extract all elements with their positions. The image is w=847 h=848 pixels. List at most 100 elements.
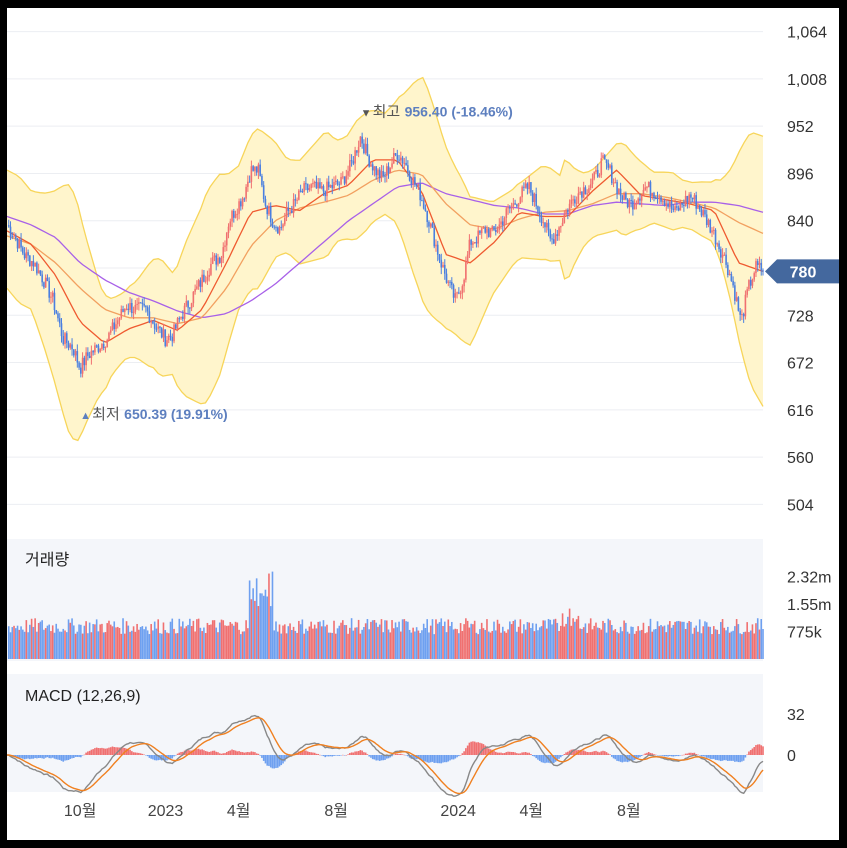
- time-tick-label: 8월: [617, 802, 641, 820]
- volume-bar: [660, 625, 662, 659]
- macd-histogram-bar: [424, 755, 427, 762]
- candle-body: [247, 181, 249, 187]
- candle-body: [414, 177, 416, 185]
- macd-histogram-bar: [334, 755, 337, 756]
- candle-body: [319, 182, 321, 189]
- macd-histogram-bar: [113, 747, 116, 755]
- volume-bar: [700, 633, 703, 659]
- macd-histogram-bar: [224, 753, 226, 755]
- volume-bar: [220, 619, 223, 659]
- volume-bar: [458, 633, 460, 659]
- candle-body: [412, 177, 414, 185]
- macd-histogram-bar: [603, 751, 606, 755]
- candle-body: [718, 243, 720, 250]
- volume-bar: [468, 627, 471, 659]
- volume-bar: [614, 629, 617, 659]
- candle-body: [679, 202, 682, 211]
- volume-bar: [44, 628, 47, 659]
- macd-histogram-bar: [679, 755, 682, 756]
- macd-histogram-bar: [677, 755, 680, 757]
- macd-histogram-bar: [247, 751, 249, 755]
- macd-histogram-bar: [32, 755, 35, 759]
- ma-long-line: [7, 182, 764, 319]
- candle-body: [354, 150, 356, 164]
- volume-bar: [22, 629, 24, 659]
- price-tick-label: 896: [787, 166, 814, 183]
- volume-bar: [656, 621, 659, 659]
- volume-bar: [737, 624, 740, 659]
- price-tick-label: 1,008: [787, 72, 827, 89]
- macd-histogram-bar: [41, 755, 43, 759]
- candle-body: [248, 181, 251, 183]
- candle-body: [461, 286, 464, 294]
- macd-histogram-bar: [380, 755, 383, 761]
- candle-body: [377, 169, 379, 176]
- macd-histogram-bar: [760, 745, 763, 755]
- candle-body: [676, 206, 678, 208]
- macd-histogram-bar: [501, 753, 504, 755]
- candle-body: [519, 197, 522, 204]
- macd-histogram-bar: [486, 746, 488, 755]
- volume-bar: [250, 599, 253, 659]
- macd-histogram-bar: [693, 752, 696, 755]
- candle-body: [145, 305, 147, 308]
- candle-body: [11, 236, 14, 238]
- candle-body: [567, 210, 569, 213]
- candle-body: [748, 280, 750, 290]
- candle-body: [626, 199, 629, 208]
- candle-body: [628, 199, 631, 208]
- volume-bar: [602, 620, 604, 659]
- candle-body: [487, 229, 490, 237]
- candle-body: [264, 198, 267, 206]
- macd-histogram-bar: [560, 755, 562, 758]
- volume-bar: [538, 627, 541, 659]
- candle-body: [25, 252, 28, 259]
- candle-body: [530, 182, 532, 193]
- candle-body: [254, 166, 256, 171]
- macd-histogram-bar: [208, 751, 210, 755]
- macd-histogram-bar: [755, 745, 757, 755]
- candle-body: [55, 310, 58, 314]
- volume-bar: [676, 621, 678, 659]
- time-axis: 10월 2023 4월 8월 2024 4월 8월: [64, 802, 641, 820]
- macd-histogram-bar: [632, 755, 634, 761]
- time-tick-label: 4월: [520, 802, 544, 820]
- candle-body: [742, 314, 745, 317]
- volume-bar: [315, 628, 318, 659]
- candle-body: [674, 206, 676, 210]
- volume-bar: [294, 630, 297, 659]
- candle-body: [614, 182, 617, 184]
- candle-body: [693, 195, 696, 200]
- macd-histogram-bar: [359, 750, 362, 755]
- bollinger-fill: [7, 77, 763, 441]
- macd-histogram-bar: [514, 752, 516, 755]
- candle-body: [705, 214, 708, 225]
- volume-bar: [182, 621, 184, 659]
- macd-histogram-bar: [458, 755, 460, 757]
- candle-body: [500, 221, 502, 225]
- candle-body: [544, 222, 546, 228]
- volume-bar: [190, 626, 193, 659]
- candle-body: [81, 357, 84, 374]
- macd-histogram-bar: [255, 753, 258, 755]
- candle-body: [456, 292, 458, 294]
- candle-body: [129, 302, 131, 310]
- volume-bar: [14, 628, 17, 659]
- macd-histogram-bar: [646, 752, 648, 755]
- candle-body: [85, 352, 87, 366]
- volume-bar: [331, 632, 334, 659]
- macd-histogram-bar: [741, 755, 743, 762]
- price-tick-label: 560: [787, 450, 814, 467]
- volume-bar: [516, 631, 518, 659]
- candle-body: [665, 203, 668, 207]
- macd-histogram-bar: [493, 750, 495, 755]
- volume-bar: [176, 633, 179, 659]
- candle-body: [480, 228, 483, 234]
- macd-histogram-bar: [43, 755, 45, 759]
- volume-bar: [74, 633, 77, 659]
- candle-body: [653, 192, 655, 198]
- candle-body: [62, 336, 65, 345]
- volume-bar: [174, 633, 177, 659]
- macd-histogram-bar: [229, 750, 232, 755]
